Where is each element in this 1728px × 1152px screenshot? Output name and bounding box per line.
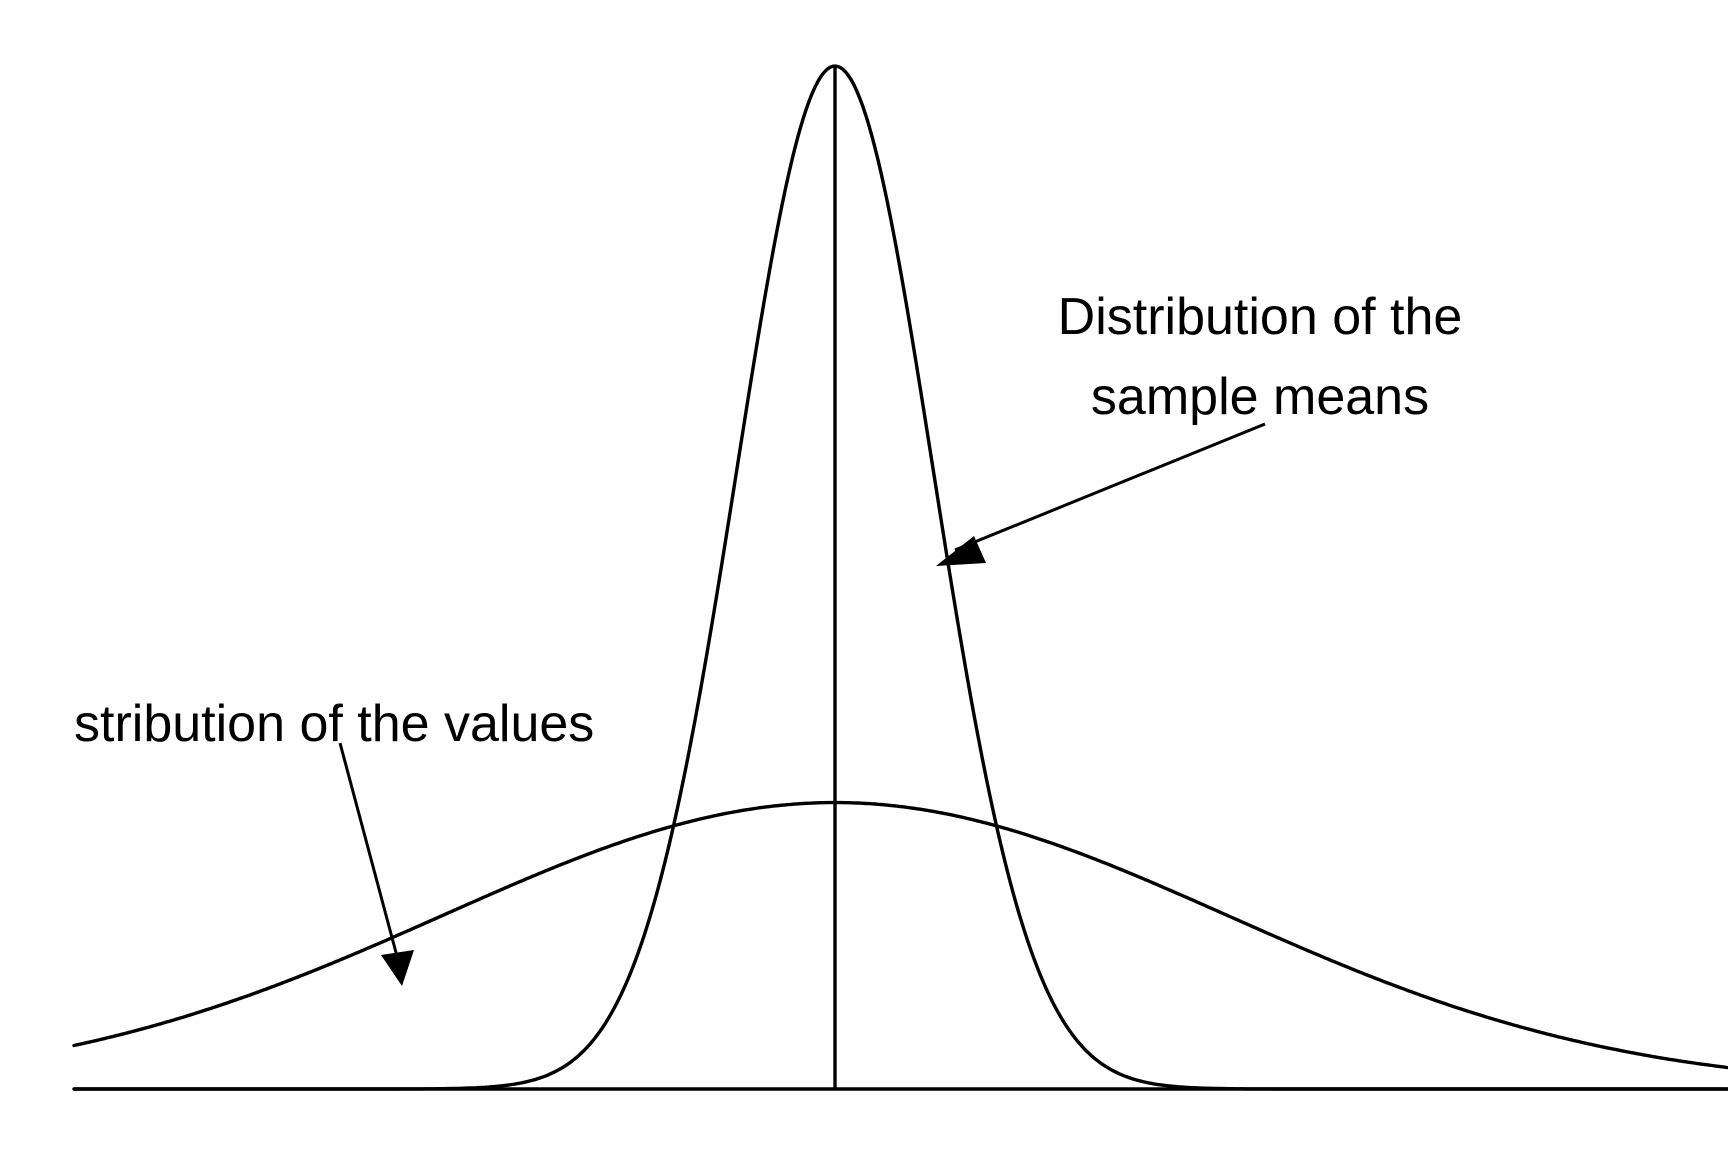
sample-means-label: Distribution of the sample means — [1000, 277, 1520, 437]
sample-means-label-line2: sample means — [1090, 368, 1430, 426]
sample-means-arrow-head — [936, 536, 986, 566]
values-label: stribution of the values — [74, 695, 595, 753]
values-arrow-head — [381, 950, 414, 986]
sample-means-arrow-shaft — [954, 422, 1266, 552]
sample-means-distribution-curve — [72, 64, 1728, 1091]
sample-means-label-line1: Distribution of the — [1057, 288, 1463, 346]
values-distribution-curve — [72, 800, 1728, 1070]
values-arrow-shaft — [338, 742, 400, 961]
